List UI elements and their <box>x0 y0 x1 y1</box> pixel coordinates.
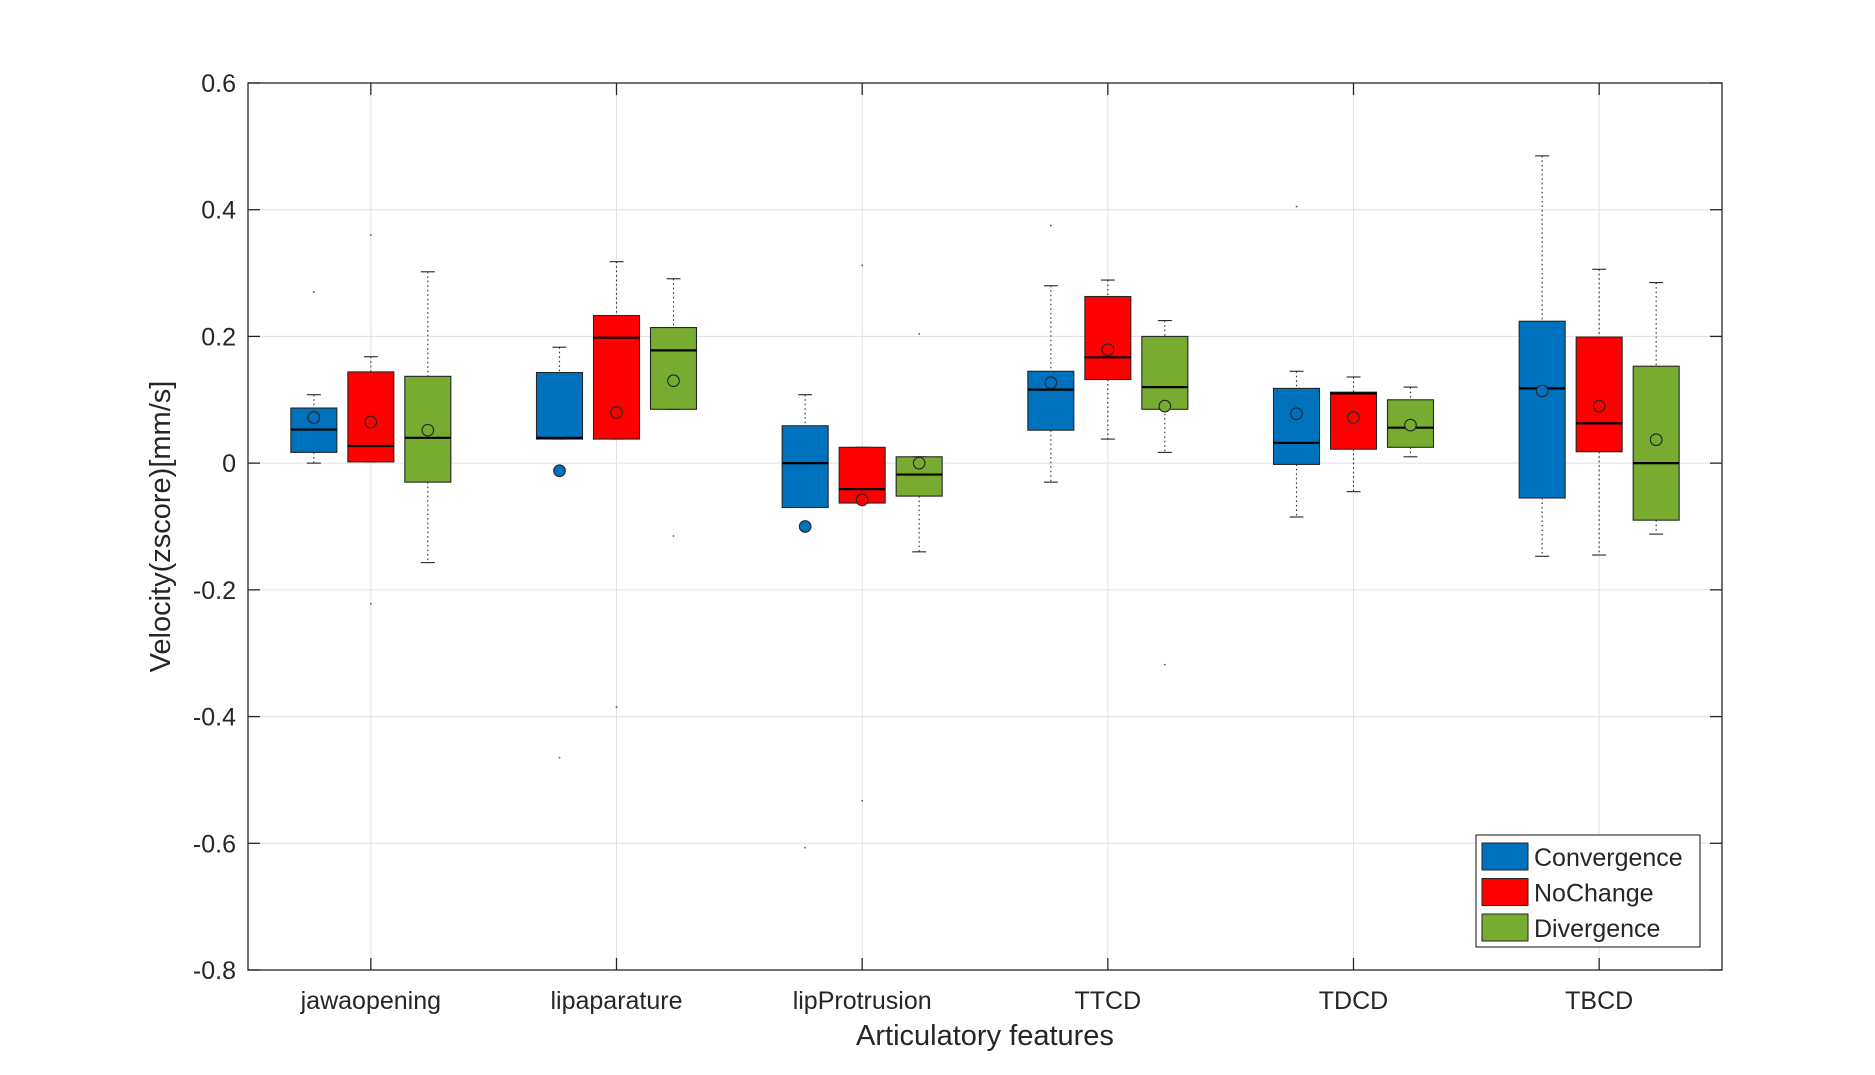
box-body <box>1575 336 1623 453</box>
box-convergence-lipprotrusion <box>781 394 829 849</box>
outlier-point <box>615 706 618 708</box>
mean-marker <box>1592 399 1606 413</box>
box-body <box>404 375 452 483</box>
mean-marker <box>798 520 812 533</box>
mean-marker <box>1101 343 1115 357</box>
y-tick-label: 0.6 <box>201 70 236 98</box>
box-body <box>781 425 829 509</box>
mean-marker <box>912 456 926 470</box>
box-convergence-tbcd <box>1518 155 1566 557</box>
tick-labels: -0.8 -0.6 -0.4 -0.2 0 0.2 0.4 0.6 jawaopening lip… <box>193 70 1633 1015</box>
box-nochange-jawaopening <box>347 234 395 605</box>
box-nochange-ttcd <box>1084 279 1132 440</box>
legend-label: NoChange <box>1534 880 1654 908</box>
mean-marker <box>421 423 435 437</box>
mean-marker <box>1535 384 1549 398</box>
box-convergence-tdcd <box>1272 205 1321 518</box>
y-tick-label: -0.4 <box>193 704 236 732</box>
box-divergence-tdcd <box>1386 386 1435 458</box>
outlier-point <box>861 264 864 267</box>
mean-marker <box>1290 407 1303 421</box>
mean-marker <box>610 406 623 419</box>
box-body <box>1141 335 1189 410</box>
mean-marker <box>855 493 869 507</box>
box-nochange-lipprotrusion <box>838 264 886 802</box>
y-tick-label: 0.4 <box>201 197 236 225</box>
box-body <box>649 327 698 410</box>
outlier-point <box>672 535 675 537</box>
y-tick-label: 0 <box>222 450 236 478</box>
outlier-point <box>1163 663 1166 666</box>
mean-marker <box>1347 411 1360 424</box>
outlier-point <box>1295 205 1298 208</box>
y-tick-label: 0.2 <box>201 323 236 351</box>
x-tick-label-lipaparature: lipaparature <box>550 987 682 1015</box>
x-axis-label: Articulatory features <box>856 1020 1114 1052</box>
x-tick-label-lipprotrusion: lipProtrusion <box>793 987 932 1015</box>
outlier-point <box>312 291 315 293</box>
mean-marker <box>364 415 378 429</box>
mean-marker <box>1158 399 1172 413</box>
box-groups <box>290 155 1680 849</box>
outlier-point <box>918 332 921 335</box>
box-divergence-lipaparature <box>649 278 698 537</box>
box-nochange-lipaparature <box>592 261 641 708</box>
outlier-point <box>1049 224 1052 227</box>
box-convergence-jawaopening <box>290 291 338 464</box>
box-divergence-lipprotrusion <box>895 332 943 553</box>
legend-label: Convergence <box>1534 844 1683 872</box>
box-divergence-ttcd <box>1141 320 1189 666</box>
x-tick-label-ttcd: TTCD <box>1075 987 1142 1015</box>
box-body <box>592 314 641 440</box>
outlier-point <box>369 234 372 236</box>
grid-lines <box>248 82 1722 971</box>
outlier-point <box>558 756 561 759</box>
box-divergence-jawaopening <box>404 271 452 564</box>
legend-item-divergence: Divergence <box>1481 913 1660 943</box>
mean-marker <box>553 464 566 478</box>
x-tick-label-jawaopening: jawaopening <box>300 987 441 1015</box>
mean-marker <box>1649 433 1663 447</box>
box-nochange-tdcd <box>1329 376 1378 493</box>
y-tick-label: -0.8 <box>193 957 236 985</box>
mean-marker <box>1044 376 1058 390</box>
mean-marker <box>667 374 680 388</box>
x-tick-label-tbcd: TBCD <box>1565 987 1633 1015</box>
box-nochange-tbcd <box>1575 268 1623 556</box>
legend-item-convergence: Convergence <box>1481 842 1683 872</box>
mean-marker <box>1404 418 1417 432</box>
box-body <box>1272 387 1321 465</box>
box-convergence-ttcd <box>1027 224 1075 483</box>
tick-marks <box>248 82 1722 971</box>
box-body <box>1084 295 1132 381</box>
legend-label: Divergence <box>1534 915 1660 943</box>
legend: Convergence NoChange Divergence <box>1475 834 1701 948</box>
x-tick-label-tdcd: TDCD <box>1319 987 1388 1015</box>
legend-item-nochange: NoChange <box>1481 878 1654 908</box>
box-convergence-lipaparature <box>535 346 584 759</box>
legend-swatch <box>1481 913 1529 942</box>
y-tick-label: -0.2 <box>193 577 236 605</box>
outlier-point <box>804 846 807 849</box>
outlier-point <box>861 799 864 802</box>
legend-swatch <box>1481 842 1529 871</box>
box-body <box>535 371 584 440</box>
plot-frame <box>247 82 1723 971</box>
legend-swatch <box>1481 878 1529 906</box>
y-tick-label: -0.6 <box>193 830 236 858</box>
box-body <box>1518 320 1566 499</box>
mean-marker <box>307 411 321 424</box>
outlier-point <box>369 602 372 605</box>
y-axis-label: Velocity(zscore)[mm/s] <box>145 381 177 673</box>
box-divergence-tbcd <box>1632 282 1680 535</box>
